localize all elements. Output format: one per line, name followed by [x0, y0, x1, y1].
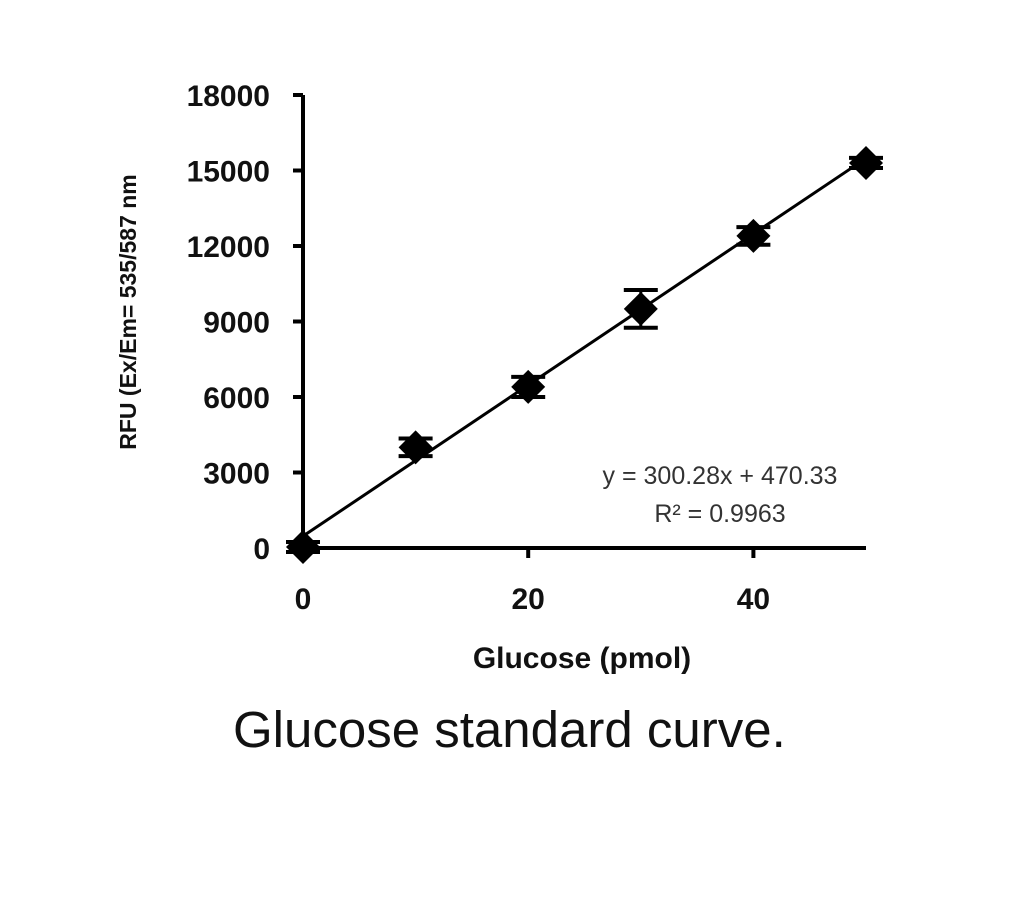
diamond-marker — [623, 291, 658, 326]
glucose-standard-curve-chart: 0 3000 6000 9000 12000 15000 18000 0 20 40 RFU (… — [115, 80, 883, 675]
trendline — [302, 157, 867, 538]
x-axis-title: Glucose (pmol) — [473, 642, 691, 675]
y-tick-label: 12000 — [187, 231, 270, 264]
diamond-marker — [511, 369, 546, 404]
x-tick-label: 0 — [295, 583, 312, 616]
y-axis: 0 3000 6000 9000 12000 15000 18000 — [187, 80, 305, 566]
y-tick-label: 0 — [253, 533, 270, 566]
figure-caption: Glucose standard curve. — [233, 701, 786, 758]
y-tick-label: 18000 — [187, 80, 270, 113]
plot-area — [286, 145, 883, 564]
y-tick-label: 9000 — [203, 307, 270, 340]
x-tick-label: 40 — [737, 583, 770, 616]
diamond-marker — [398, 430, 433, 465]
r-squared-label: R² = 0.9963 — [654, 500, 785, 528]
trendline-equation: y = 300.28x + 470.33 — [603, 462, 838, 490]
x-tick-label: 20 — [512, 583, 545, 616]
diamond-marker — [849, 145, 883, 180]
y-tick-label: 3000 — [203, 458, 270, 491]
y-tick-label: 6000 — [203, 382, 270, 415]
y-tick-label: 15000 — [187, 156, 270, 189]
diamond-marker — [736, 218, 771, 253]
y-axis-title: RFU (Ex/Em= 535/587 nm — [115, 174, 141, 449]
x-axis: 0 20 40 — [295, 546, 866, 616]
